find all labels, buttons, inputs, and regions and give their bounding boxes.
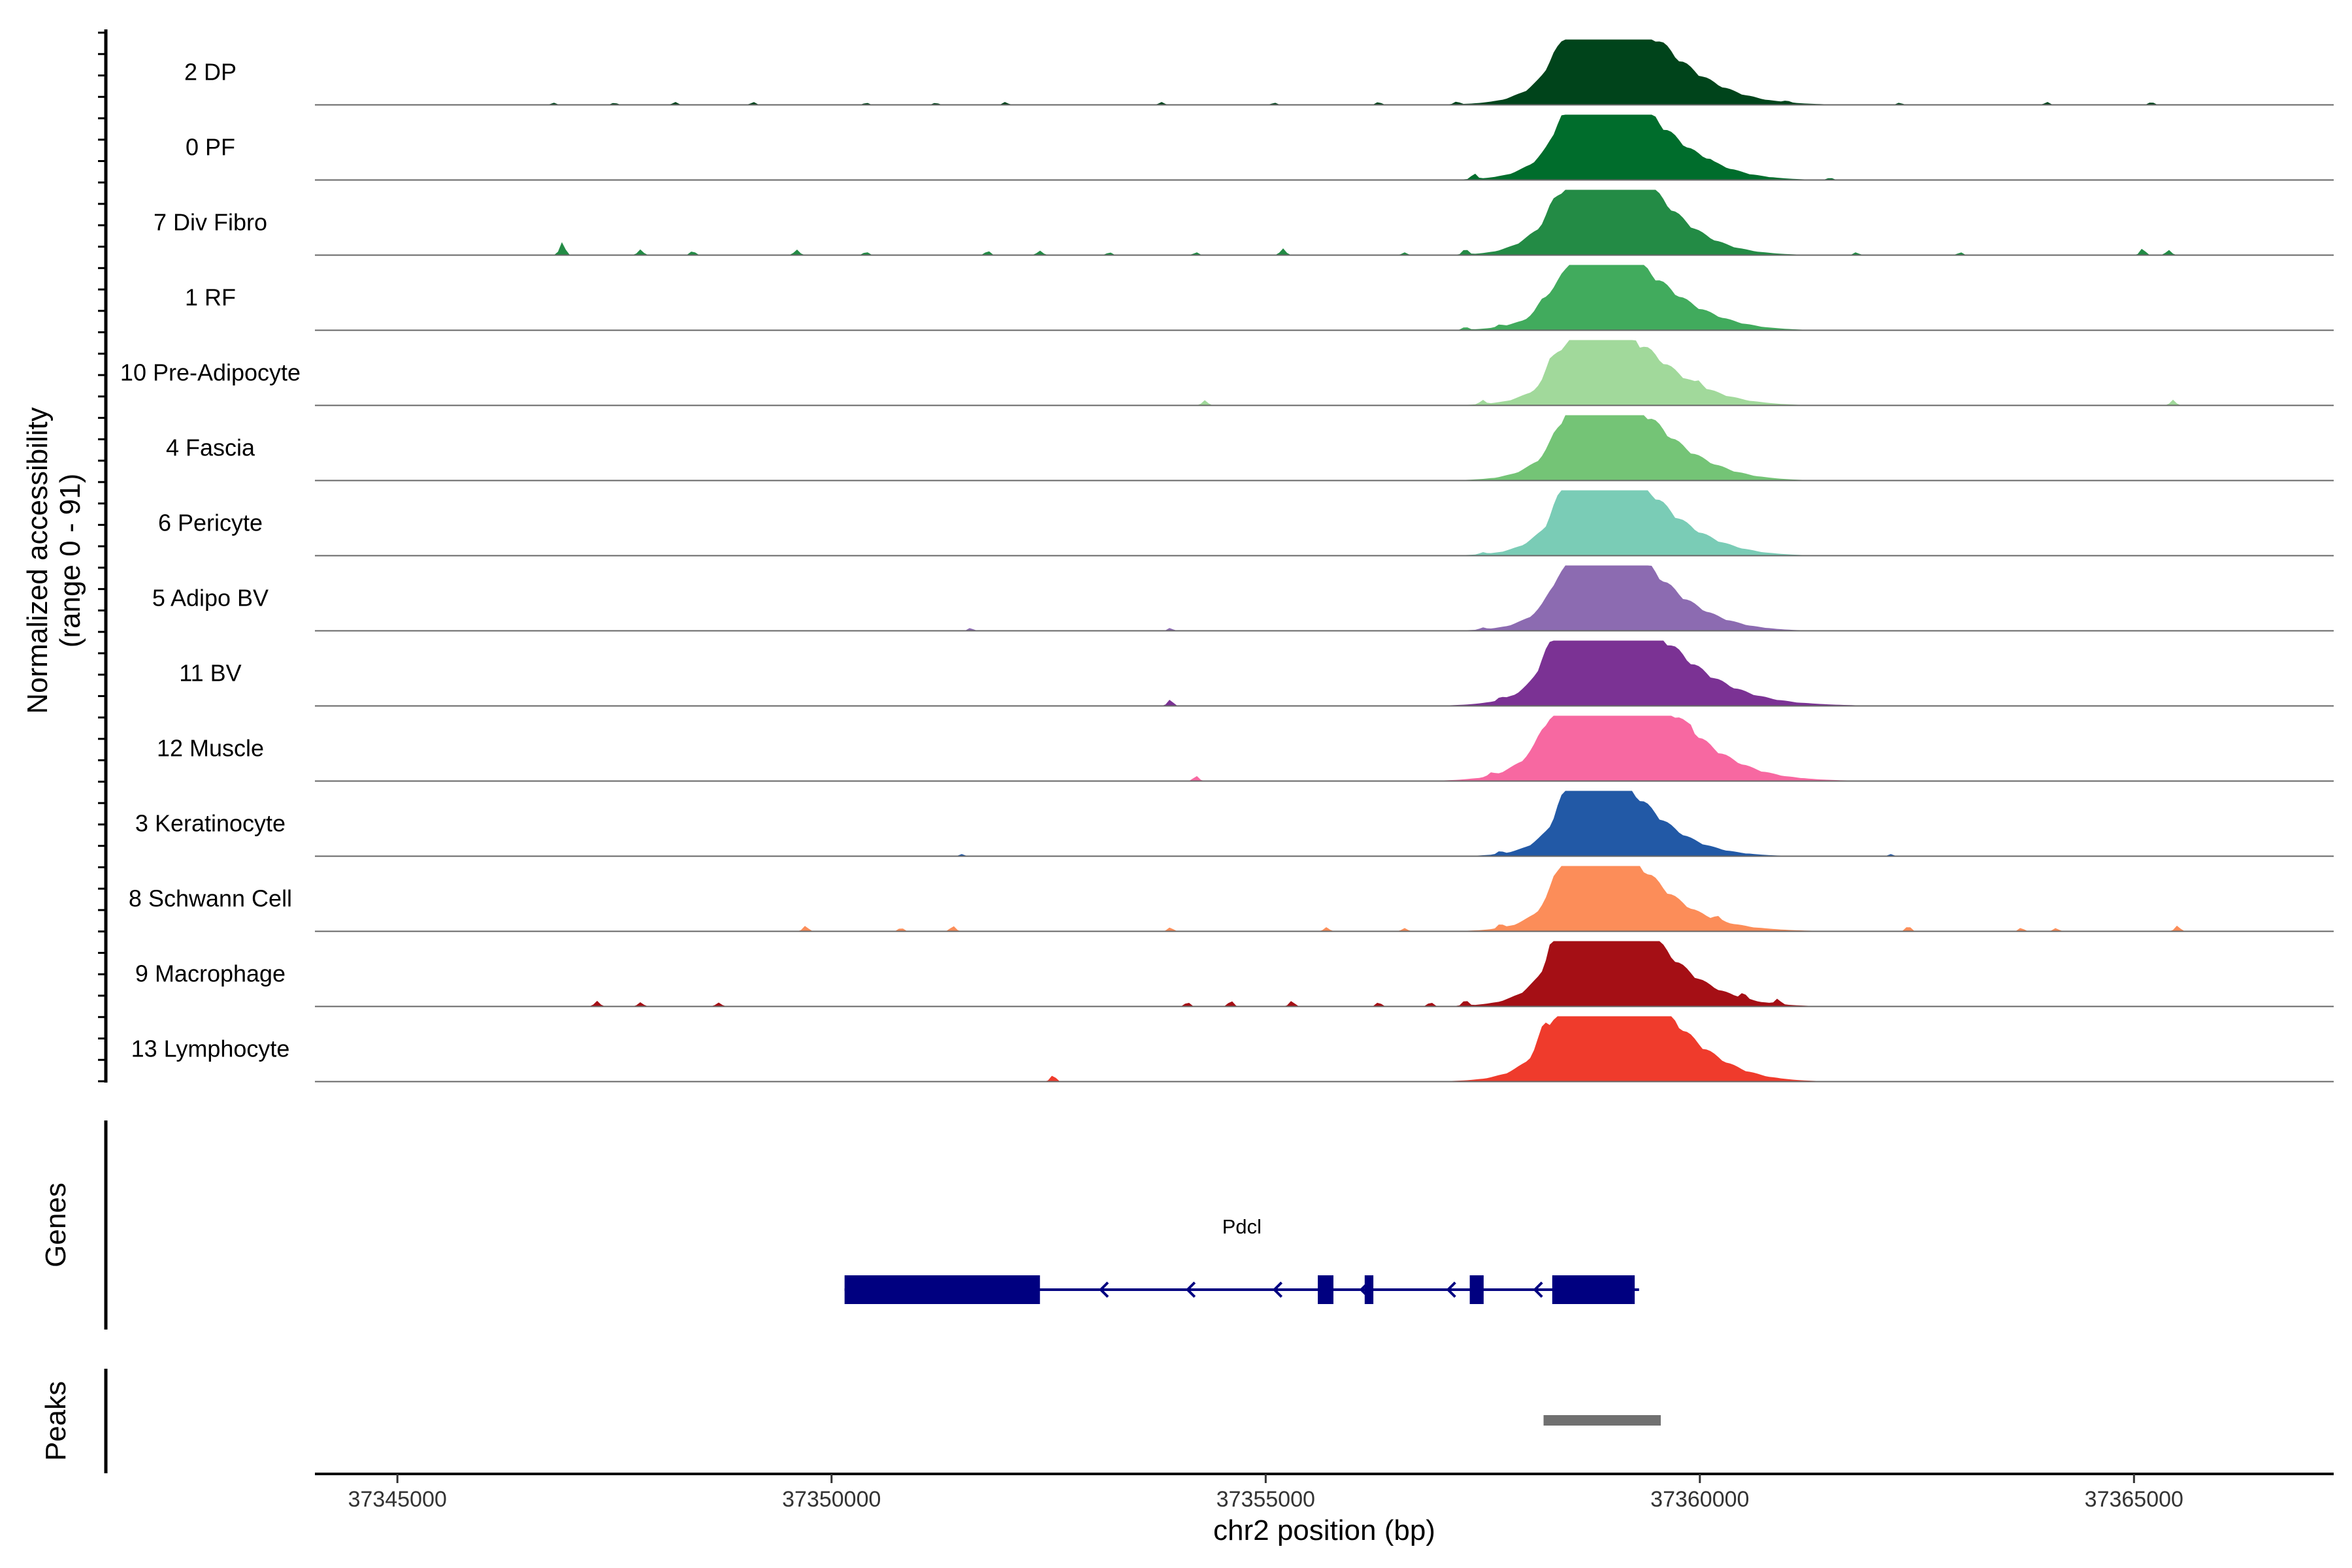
coverage-area-9 [315,640,2334,706]
coverage-area-14 [315,1016,2334,1082]
peaks-track-label: Peaks [40,1381,72,1461]
strand-arrow [1272,1281,1282,1298]
y-minor-ticks [98,31,106,1083]
coverage-area-8 [315,565,2334,631]
track-8: 5 Adipo BV [152,565,2334,632]
track-11: 3 Keratinocyte [135,791,2334,857]
coverage-area-12 [315,866,2334,932]
track-label: 5 Adipo BV [152,585,269,612]
gene-exon [1318,1275,1333,1304]
coverage-tracks: 2 DP 0 PF 7 Div Fibro 1 RF 10 Pre-Adipocyte 4… [120,39,2334,1083]
track-7: 6 Pericyte [158,490,2334,557]
track-label: 9 Macrophage [135,960,286,987]
track-label: 11 BV [179,660,241,687]
track-label: 10 Pre-Adipocyte [120,359,301,386]
track-label: 1 RF [185,284,236,311]
x-tick-label: 37365000 [2085,1487,2183,1512]
track-6: 4 Fascia [166,415,2334,482]
track-9: 11 BV [179,640,2334,707]
x-axis-ticks: 37345000 37350000 37355000 37360000 37365000 [348,1474,2183,1512]
x-axis-title: chr2 position (bp) [1213,1514,1435,1546]
x-tick-label: 37360000 [1650,1487,1749,1512]
x-tick-label: 37355000 [1217,1487,1315,1512]
coverage-area-5 [315,340,2334,406]
coverage-area-2 [315,114,2334,180]
track-14: 13 Lymphocyte [131,1016,2334,1083]
genes-track-label: Genes [40,1183,72,1267]
track-12: 8 Schwann Cell [129,866,2334,932]
coverage-area-4 [315,265,2334,331]
peaks-track [1543,1415,1661,1426]
y-axis-title: Normalized accessibility [22,407,54,713]
gene-name-label: Pdcl [1222,1215,1262,1238]
coverage-area-6 [315,415,2334,481]
track-label: 12 Muscle [157,735,264,762]
strand-arrow [1185,1281,1196,1298]
x-tick-label: 37345000 [348,1487,447,1512]
track-10: 12 Muscle [157,715,2334,782]
strand-arrow [1446,1281,1456,1298]
track-13: 9 Macrophage [135,941,2334,1007]
gene-exon [844,1275,1040,1304]
coverage-area-3 [315,189,2334,255]
track-label: 13 Lymphocyte [131,1036,290,1062]
peak-region [1543,1415,1661,1426]
strand-arrow [1098,1281,1109,1298]
coverage-area-1 [315,39,2334,105]
y-axis-subtitle: (range 0 - 91) [54,474,86,648]
track-label: 3 Keratinocyte [135,810,286,837]
track-5: 10 Pre-Adipocyte [120,340,2334,406]
strand-arrow [1533,1281,1543,1298]
gene-exon [1364,1275,1374,1304]
track-label: 2 DP [184,59,237,86]
track-label: 0 PF [186,134,235,161]
track-3: 7 Div Fibro [154,189,2334,256]
coverage-area-13 [315,941,2334,1007]
track-label: 8 Schwann Cell [129,885,292,912]
track-2: 0 PF [186,114,2334,181]
gene-exon [1552,1275,1635,1304]
track-1: 2 DP [184,39,2334,106]
track-4: 1 RF [185,265,2334,331]
track-label: 4 Fascia [166,434,255,461]
coverage-area-11 [315,791,2334,857]
x-tick-label: 37350000 [782,1487,881,1512]
coverage-area-10 [315,715,2334,781]
strand-arrow [1359,1281,1369,1298]
gene-track: Pdcl [844,1215,1639,1304]
track-label: 7 Div Fibro [154,209,267,236]
track-label: 6 Pericyte [158,510,263,536]
coverage-area-7 [315,490,2334,556]
gene-exon [1469,1275,1484,1304]
